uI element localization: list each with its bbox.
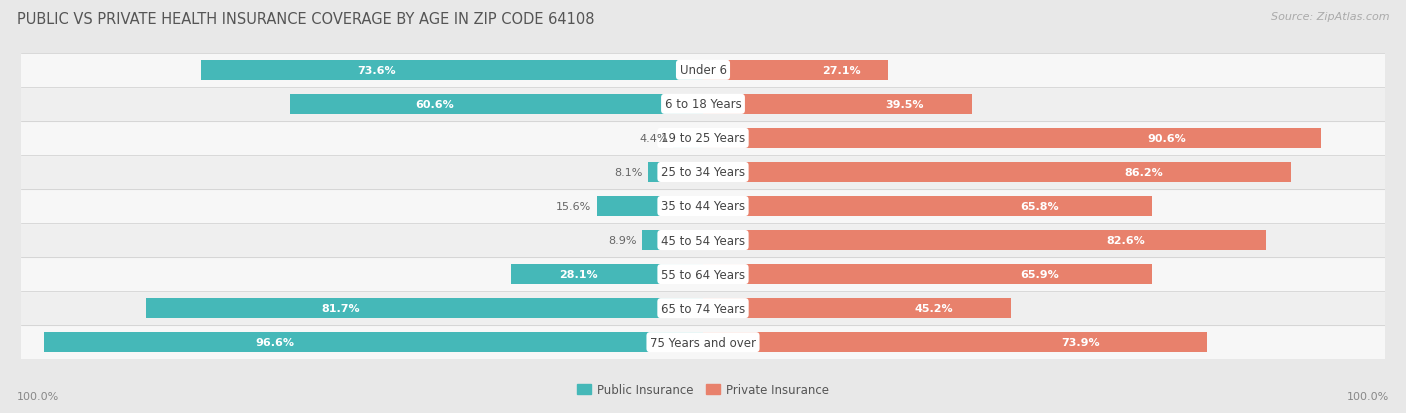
Bar [21,88,1385,121]
Bar [648,163,703,183]
Text: 19 to 25 Years: 19 to 25 Years [661,132,745,145]
Text: 8.9%: 8.9% [609,235,637,245]
Bar [21,121,1385,156]
Bar [703,230,1267,250]
Text: 45 to 54 Years: 45 to 54 Years [661,234,745,247]
Bar [673,129,703,148]
Bar [21,292,1385,325]
Text: 4.4%: 4.4% [640,133,668,144]
Legend: Public Insurance, Private Insurance: Public Insurance, Private Insurance [578,383,828,396]
Bar [703,299,1011,318]
Text: PUBLIC VS PRIVATE HEALTH INSURANCE COVERAGE BY AGE IN ZIP CODE 64108: PUBLIC VS PRIVATE HEALTH INSURANCE COVER… [17,12,595,27]
Bar [21,325,1385,359]
Text: Source: ZipAtlas.com: Source: ZipAtlas.com [1271,12,1389,22]
Text: 55 to 64 Years: 55 to 64 Years [661,268,745,281]
Bar [703,197,1152,216]
Bar [703,61,887,81]
Bar [21,223,1385,257]
Bar [703,265,1153,284]
Text: 75 Years and over: 75 Years and over [650,336,756,349]
Bar [643,230,703,250]
Text: 82.6%: 82.6% [1107,235,1144,245]
Bar [21,257,1385,292]
Bar [703,332,1206,352]
Text: 65.8%: 65.8% [1021,202,1059,211]
Bar [290,95,703,114]
Bar [703,129,1320,148]
Text: 65.9%: 65.9% [1021,269,1059,280]
Bar [596,197,703,216]
Bar [21,54,1385,88]
Text: 35 to 44 Years: 35 to 44 Years [661,200,745,213]
Text: 73.9%: 73.9% [1062,337,1101,347]
Text: 73.6%: 73.6% [357,66,396,76]
Text: 39.5%: 39.5% [886,100,924,109]
Text: 100.0%: 100.0% [17,391,59,401]
Text: 96.6%: 96.6% [256,337,294,347]
Bar [21,190,1385,223]
Bar [512,265,703,284]
Text: 81.7%: 81.7% [322,304,360,313]
Bar [703,163,1291,183]
Bar [21,156,1385,190]
Text: 65 to 74 Years: 65 to 74 Years [661,302,745,315]
Bar [44,332,703,352]
Bar [703,95,973,114]
Text: 6 to 18 Years: 6 to 18 Years [665,98,741,111]
Text: 100.0%: 100.0% [1347,391,1389,401]
Text: 90.6%: 90.6% [1147,133,1185,144]
Text: 28.1%: 28.1% [560,269,598,280]
Bar [146,299,703,318]
Text: 15.6%: 15.6% [555,202,591,211]
Text: Under 6: Under 6 [679,64,727,77]
Text: 27.1%: 27.1% [823,66,860,76]
Text: 25 to 34 Years: 25 to 34 Years [661,166,745,179]
Bar [201,61,703,81]
Text: 45.2%: 45.2% [915,304,953,313]
Text: 8.1%: 8.1% [614,168,643,178]
Text: 86.2%: 86.2% [1125,168,1163,178]
Text: 60.6%: 60.6% [415,100,454,109]
